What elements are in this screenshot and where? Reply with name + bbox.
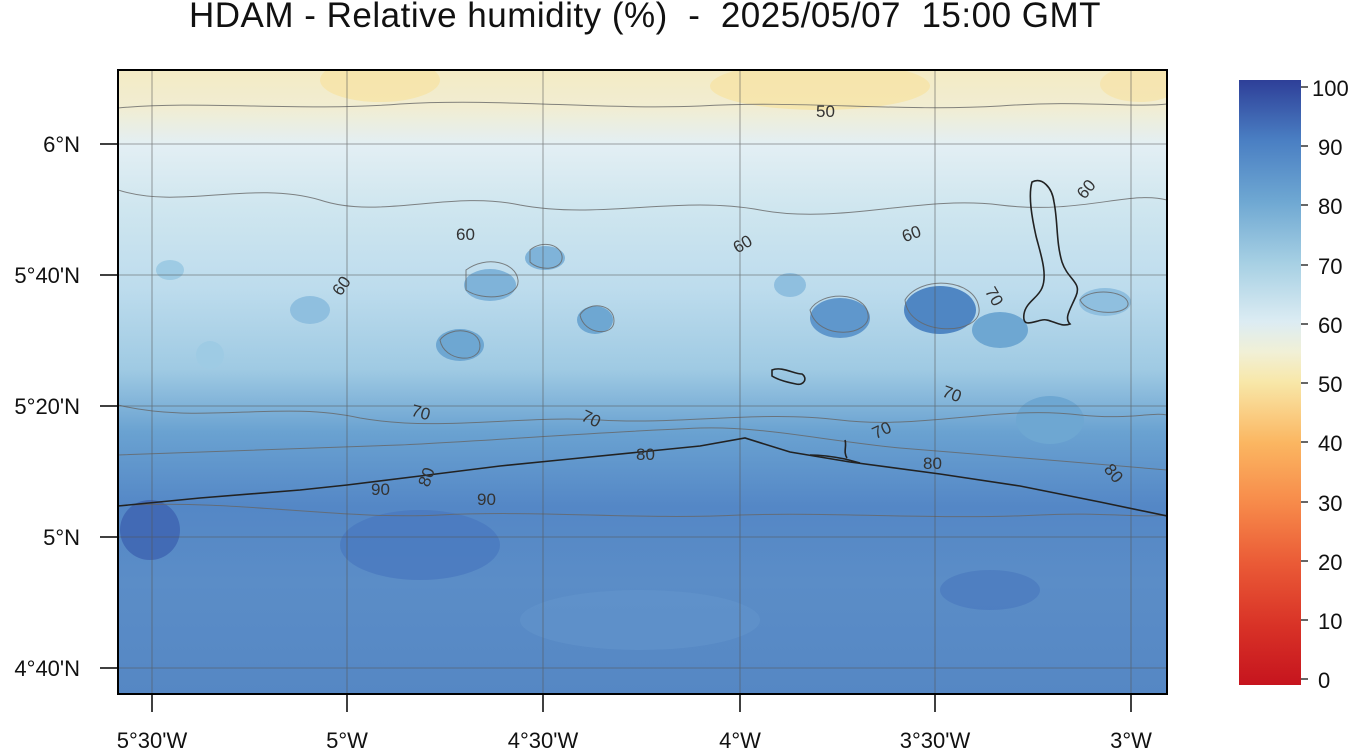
graticule — [118, 70, 1167, 694]
moist-cell — [464, 269, 516, 301]
lon-label: 4°30'W — [508, 728, 579, 753]
latitude-axis — [100, 143, 118, 669]
lat-label: 5°20'N — [14, 394, 80, 419]
colorbar-label: 100 — [1312, 76, 1349, 101]
moist-cell — [904, 286, 976, 334]
moist-cell — [972, 312, 1028, 348]
moist-cell — [1016, 396, 1084, 444]
moist-cell — [196, 341, 224, 369]
colorbar-label: 10 — [1318, 609, 1342, 634]
colorbar-label: 90 — [1318, 135, 1342, 160]
contour-label: 60 — [456, 225, 475, 244]
moist-cell — [774, 273, 806, 297]
contour-label: 90 — [371, 480, 390, 499]
coastline-path — [118, 437, 1167, 517]
contour-lines — [118, 101, 1167, 518]
dry-patch — [710, 70, 930, 110]
contour-label: 90 — [477, 490, 496, 509]
lat-label: 4°40'N — [14, 656, 80, 681]
lon-label: 3°W — [1110, 728, 1152, 753]
colorbar-label: 30 — [1318, 491, 1342, 516]
ocean-patch — [340, 510, 500, 580]
chart-title: HDAM - Relative humidity (%) - 2025/05/0… — [188, 0, 1102, 35]
colorbar: 100 90 80 70 60 50 40 30 20 10 0 — [1239, 76, 1349, 693]
colorbar-label: 0 — [1318, 668, 1330, 693]
lon-label: 5°W — [326, 728, 368, 753]
dry-patch — [1100, 70, 1167, 102]
map-panel — [118, 70, 1167, 694]
moist-cell — [525, 246, 565, 270]
colorbar-bar — [1239, 80, 1301, 685]
colorbar-label: 50 — [1318, 372, 1342, 397]
lake-outline — [1022, 180, 1079, 326]
moist-cell — [290, 296, 330, 324]
contour-label: 50 — [816, 102, 835, 121]
ocean-patch — [940, 570, 1040, 610]
contour-label: 80 — [923, 454, 942, 473]
lat-label: 6°N — [43, 132, 80, 157]
lon-label: 3°30'W — [900, 728, 971, 753]
colorbar-label: 20 — [1318, 550, 1342, 575]
longitude-axis — [151, 694, 1132, 712]
moist-cell — [577, 306, 613, 334]
moist-cell — [156, 260, 184, 280]
lat-label: 5°40'N — [14, 263, 80, 288]
contour-label: 70 — [409, 401, 432, 424]
colorbar-label: 80 — [1318, 194, 1342, 219]
moist-cell — [436, 329, 484, 361]
lon-label: 4°W — [719, 728, 761, 753]
lake-outline — [771, 368, 806, 386]
moist-cell — [1079, 288, 1131, 316]
colorbar-label: 70 — [1318, 254, 1342, 279]
map-frame — [117, 69, 1168, 695]
colorbar-label: 60 — [1318, 313, 1342, 338]
ocean-patch — [120, 500, 180, 560]
dry-patch — [320, 70, 440, 102]
lat-label: 5°N — [43, 525, 80, 550]
colorbar-label: 40 — [1318, 431, 1342, 456]
coastline — [118, 180, 1167, 517]
lagoon-outline — [809, 439, 861, 464]
lon-label: 5°30'W — [117, 728, 188, 753]
ocean-patch — [520, 590, 760, 650]
contour-label: 80 — [636, 445, 655, 464]
colorbar-ticks — [1301, 86, 1308, 680]
